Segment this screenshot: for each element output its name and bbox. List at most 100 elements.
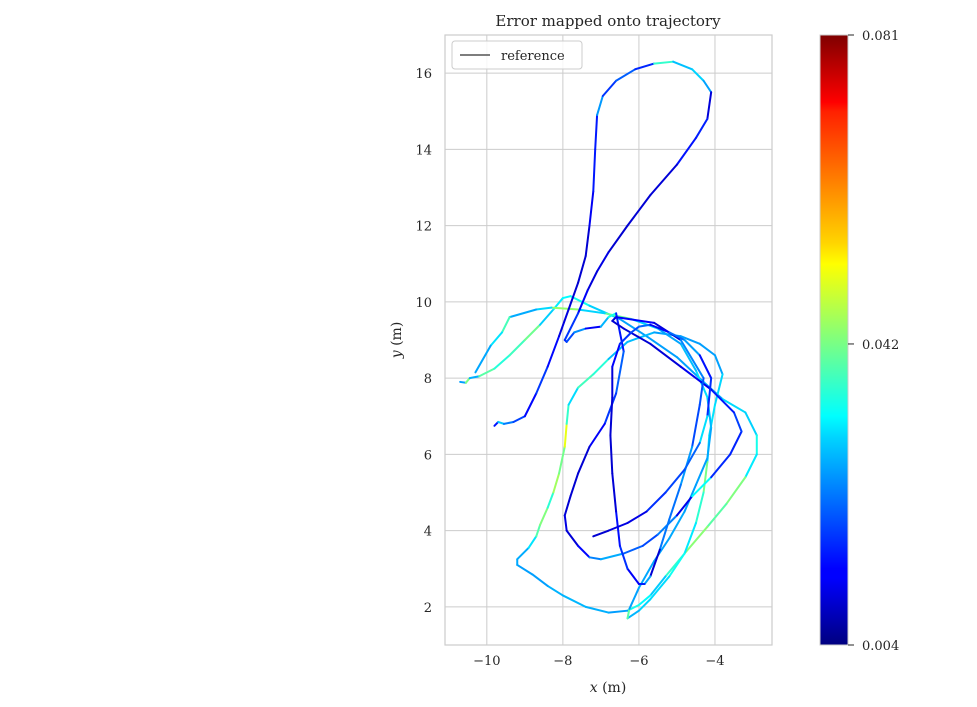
trajectory-segment bbox=[630, 325, 640, 334]
trajectory-segment bbox=[653, 60, 675, 65]
trajectory-segment bbox=[592, 529, 610, 538]
trajectory-segment bbox=[607, 224, 629, 254]
trajectory-segment bbox=[656, 327, 682, 345]
trajectory-segment bbox=[649, 342, 682, 368]
trajectory-segment bbox=[626, 609, 640, 620]
trajectory-segment bbox=[611, 342, 621, 368]
trajectory-segment bbox=[725, 476, 747, 505]
x-axis-unit: (m) bbox=[602, 680, 626, 696]
trajectory-segment bbox=[698, 377, 705, 406]
trajectory-segment bbox=[694, 117, 709, 139]
trajectory-segment bbox=[675, 495, 694, 517]
trajectory-segment bbox=[675, 136, 697, 166]
x-axis-ticks: −10 −8 −6 −4 bbox=[473, 654, 724, 669]
trajectory-segment bbox=[609, 396, 614, 437]
trajectory-segment bbox=[546, 584, 564, 597]
trajectory-segment bbox=[683, 339, 701, 357]
trajectory-segment bbox=[710, 453, 732, 479]
trajectory-segment bbox=[683, 522, 697, 555]
trajectory-segment bbox=[626, 607, 631, 620]
trajectory-segment bbox=[618, 318, 648, 338]
trajectory-segment bbox=[615, 316, 656, 324]
trajectory-segment bbox=[694, 369, 709, 399]
trajectory-segment bbox=[702, 79, 713, 94]
trajectory-segment bbox=[516, 563, 534, 576]
trajectory-segment bbox=[512, 415, 526, 423]
colorbar-tick-label: 0.042 bbox=[862, 338, 899, 353]
trajectory-segment bbox=[594, 114, 599, 151]
y-tick-label: 4 bbox=[424, 525, 432, 540]
trajectory-segment bbox=[588, 556, 602, 561]
trajectory-segment bbox=[683, 441, 701, 471]
trajectory-segment bbox=[577, 373, 595, 389]
trajectory-segment bbox=[744, 453, 758, 479]
colorbar-tick-label: 0.004 bbox=[862, 639, 899, 654]
y-axis-unit: (m) bbox=[389, 322, 405, 346]
trajectory-segment bbox=[535, 306, 553, 311]
trajectory-segment bbox=[565, 529, 580, 547]
trajectory-segment bbox=[729, 430, 743, 456]
trajectory-segment bbox=[508, 339, 526, 357]
trajectory-segment bbox=[698, 354, 713, 380]
trajectory-segment bbox=[577, 289, 589, 315]
trajectory-segment bbox=[558, 445, 566, 475]
trajectory-segment bbox=[516, 546, 530, 561]
trajectory-segment bbox=[637, 598, 652, 612]
trajectory-segment bbox=[694, 491, 705, 524]
trajectory-segment bbox=[565, 331, 576, 343]
trajectory-segment bbox=[563, 495, 572, 517]
trajectory-segment bbox=[691, 476, 713, 498]
trajectory-segment bbox=[626, 194, 652, 227]
trajectory-segment bbox=[584, 325, 602, 330]
y-tick-label: 6 bbox=[424, 448, 432, 463]
trajectory-segment bbox=[691, 403, 701, 448]
colorbar-tick-label: 0.081 bbox=[862, 29, 899, 44]
trajectory-segment bbox=[668, 331, 686, 341]
trajectory-segment bbox=[713, 354, 724, 376]
trajectory-segment bbox=[501, 316, 511, 334]
trajectory-segment bbox=[607, 609, 629, 614]
trajectory-segment bbox=[489, 331, 504, 347]
trajectory-segment bbox=[586, 270, 599, 292]
trajectory-segment bbox=[672, 60, 694, 71]
trajectory-segment bbox=[607, 522, 629, 532]
trajectory-segment bbox=[546, 491, 555, 509]
chart-title: Error mapped onto trajectory bbox=[495, 12, 721, 30]
trajectory-segment bbox=[649, 575, 671, 601]
trajectory-segment bbox=[706, 91, 713, 120]
trajectory-segment bbox=[596, 251, 610, 273]
trajectory-segment bbox=[706, 502, 728, 528]
trajectory-segment bbox=[502, 420, 515, 425]
trajectory-segment bbox=[523, 392, 538, 418]
trajectory-segment bbox=[683, 525, 709, 555]
trajectory-segment bbox=[618, 544, 629, 570]
trajectory-segment bbox=[721, 398, 747, 414]
trajectory-segment bbox=[698, 415, 709, 444]
x-axis-label: x (m) bbox=[590, 680, 627, 696]
legend-label-reference: reference bbox=[501, 49, 565, 64]
colorbar-ticks: 0.004 0.042 0.081 bbox=[848, 29, 899, 654]
trajectory-segment bbox=[573, 327, 587, 334]
trajectory-segment bbox=[628, 586, 640, 610]
y-axis-var: y bbox=[389, 349, 405, 359]
trajectory-segment bbox=[601, 79, 618, 97]
trajectory-segment bbox=[649, 575, 667, 597]
trajectory-segment bbox=[567, 281, 580, 311]
trajectory-segment bbox=[523, 323, 542, 341]
trajectory-segment bbox=[611, 319, 625, 330]
x-tick-label: −8 bbox=[553, 654, 572, 669]
trajectory-segment bbox=[649, 163, 678, 197]
trajectory-segment bbox=[691, 68, 705, 82]
trajectory-segment bbox=[609, 434, 614, 475]
colorbar-gradient bbox=[819, 34, 849, 646]
trajectory-segment bbox=[706, 426, 713, 460]
trajectory-segment bbox=[497, 420, 505, 425]
trajectory-segment bbox=[565, 403, 570, 425]
trajectory-segment bbox=[561, 594, 587, 608]
trajectory-segment bbox=[615, 510, 621, 547]
trajectory-segment bbox=[611, 472, 618, 513]
trajectory-segment bbox=[679, 339, 705, 380]
trajectory-segment bbox=[626, 331, 656, 343]
trajectory-segment bbox=[535, 523, 542, 538]
trajectory-segment bbox=[679, 342, 697, 372]
